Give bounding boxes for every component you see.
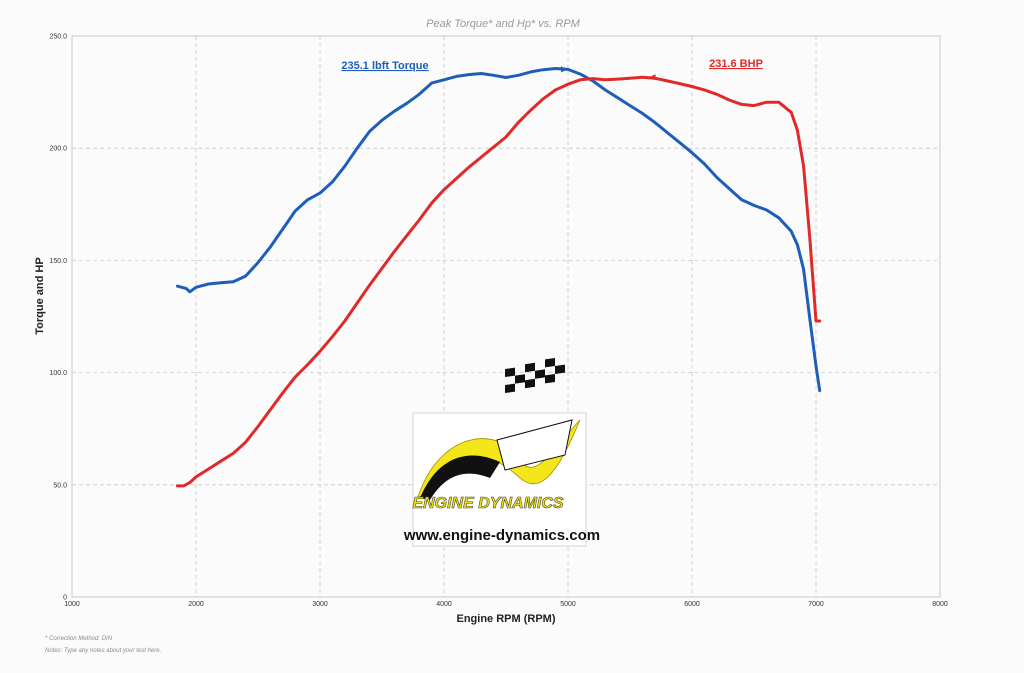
x-tick-label: 4000 [436,601,452,608]
y-tick-label: 50.0 [53,482,67,489]
series-layer [175,66,822,488]
y-axis-label: Torque and HP [34,257,46,334]
chart-title: Peak Torque* and Hp* vs. RPM [426,18,581,30]
x-tick-label: 1000 [64,601,80,608]
engine-dynamics-logo: ENGINE DYNAMICS www.engine-dynamics.com [403,357,600,547]
peak-torque-label: 235.1 lbft Torque [341,60,428,72]
x-tick-label: 3000 [312,601,328,608]
checkered-flag-icon [420,357,573,500]
x-tick-label: 8000 [932,601,948,608]
series-line-bhp [175,75,822,488]
y-tick-label: 150.0 [49,258,67,265]
correction-footnote: * Correction Method: DIN [45,636,113,642]
peak-hp-label: 231.6 BHP [709,58,763,70]
x-tick-label: 2000 [188,601,204,608]
x-axis-label: Engine RPM (RPM) [457,613,556,625]
logo-url: www.engine-dynamics.com [403,527,600,544]
notes-footnote: Notes: Type any notes about your test he… [45,648,161,654]
y-tick-label: 100.0 [49,370,67,377]
plot-frame [71,35,941,598]
x-tick-label: 6000 [684,601,700,608]
y-tick-label: 0 [63,595,67,602]
series-line-torque [175,67,822,393]
y-axis-ticks: 0 50.0 100.0 150.0 200.0 250.0 [49,34,67,602]
peak-marker [648,74,656,81]
x-tick-label: 7000 [808,601,824,608]
x-axis-ticks: 1000 2000 3000 4000 5000 6000 7000 8000 [64,601,948,608]
logo-wordmark: ENGINE DYNAMICS [412,495,563,512]
x-tick-label: 5000 [560,601,576,608]
y-tick-label: 250.0 [49,34,67,41]
y-tick-label: 200.0 [49,146,67,153]
peak-marker [561,66,568,73]
